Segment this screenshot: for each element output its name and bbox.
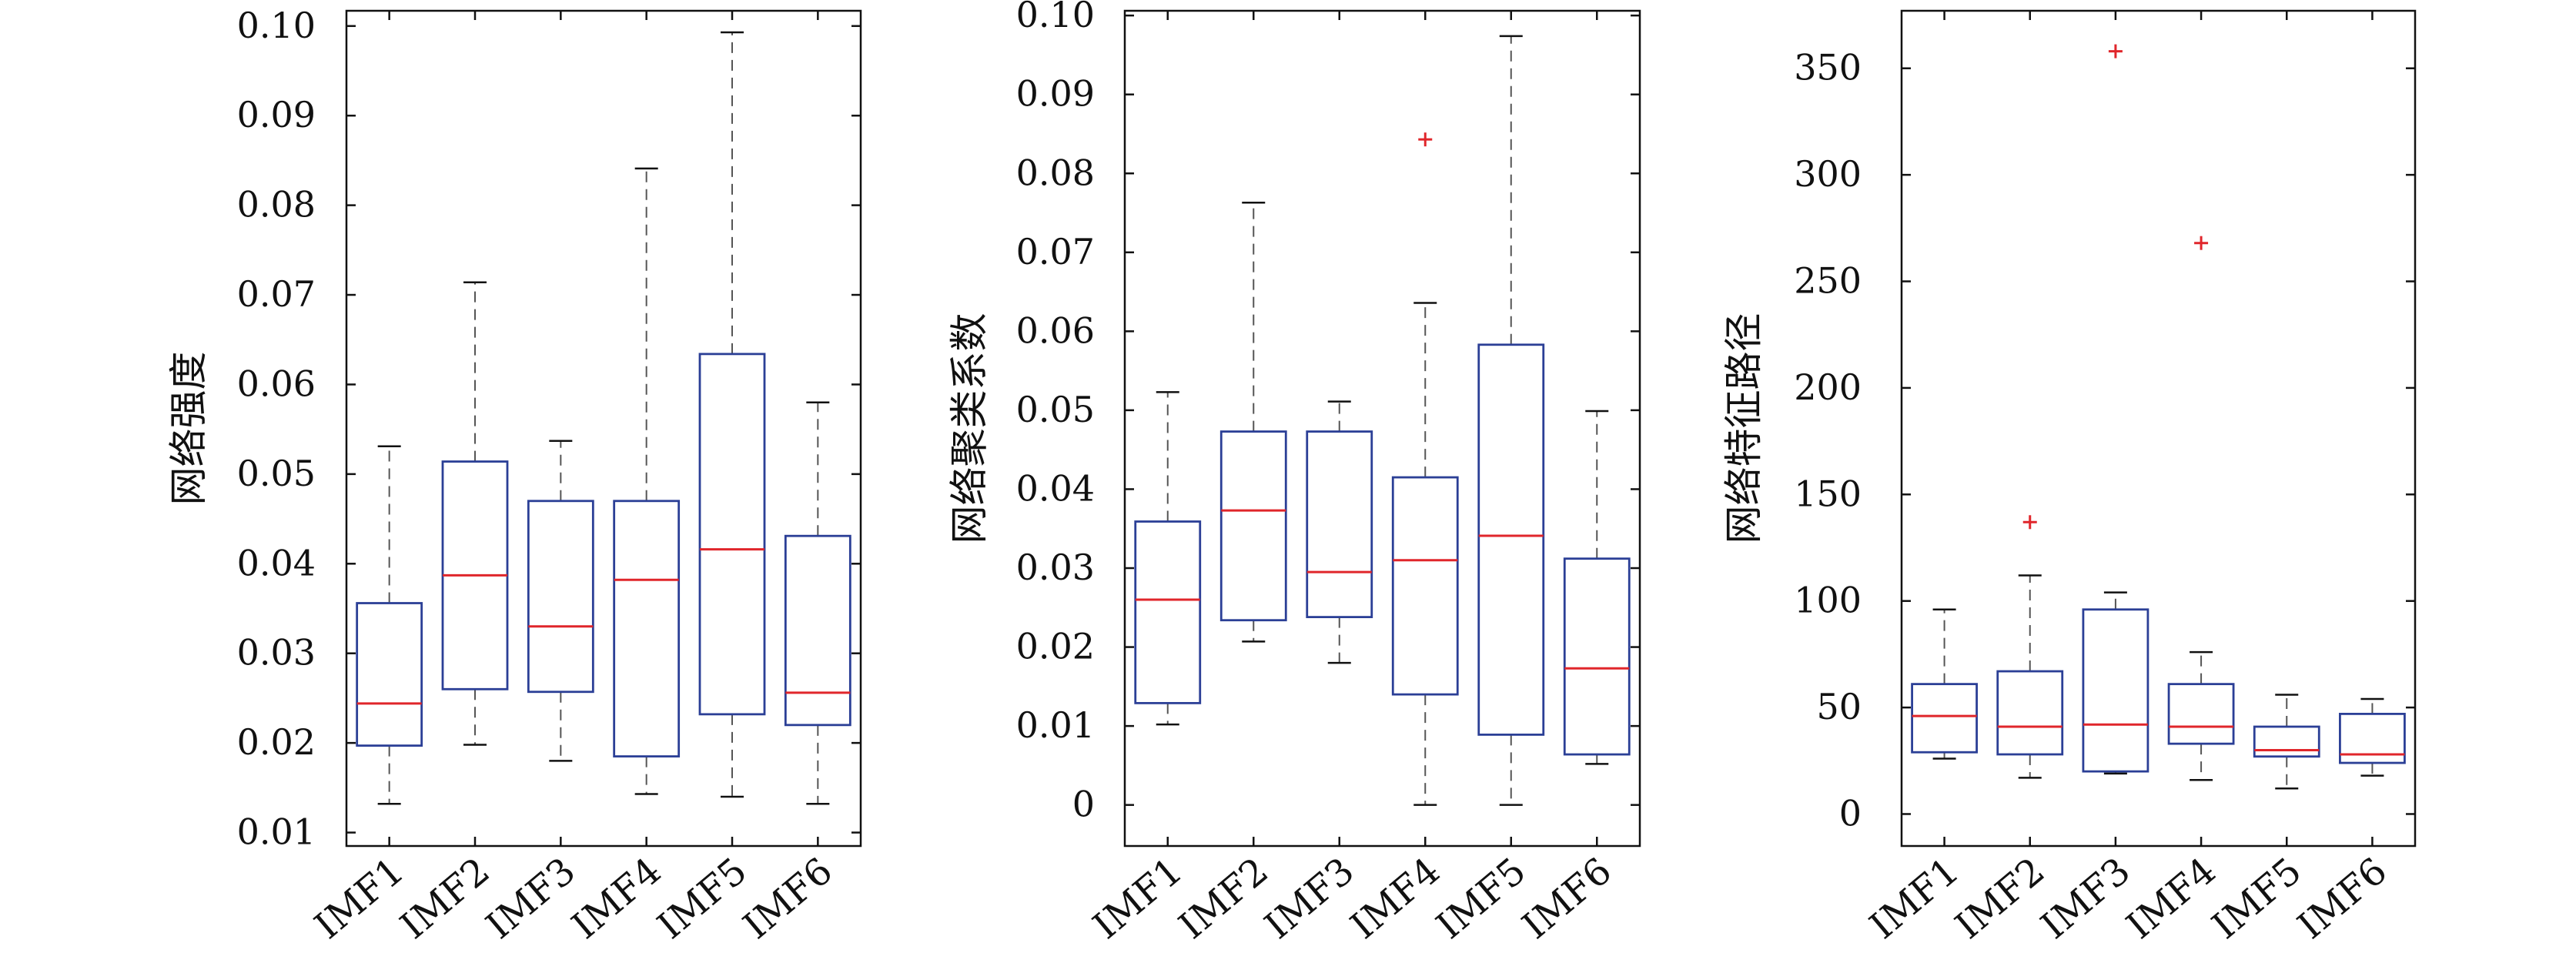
x-category-label: IMF3 (478, 849, 584, 948)
x-category-label: IMF2 (1947, 849, 2052, 948)
x-category-label: IMF3 (1256, 849, 1362, 948)
y-tick-label: 0.06 (1016, 309, 1095, 351)
y-tick-label: 0.01 (1016, 704, 1095, 746)
iqr-box (784, 534, 851, 727)
iqr-box (356, 602, 423, 747)
y-axis-title: 网络强度 (166, 352, 211, 506)
x-category-label: IMF5 (650, 849, 755, 948)
x-category-label: IMF6 (1514, 849, 1620, 948)
y-tick-label: 0 (1072, 784, 1095, 825)
y-axis-title: 网络聚类系数 (947, 313, 992, 544)
y-tick-label: 0.02 (237, 721, 316, 763)
box-imf2: IMF2 (393, 11, 509, 948)
box-imf4: IMF4 (2119, 11, 2235, 948)
y-tick-label: 50 (1816, 686, 1862, 727)
plot-frame (1123, 9, 1641, 848)
iqr-box (1477, 343, 1545, 736)
y-tick-label: 150 (1794, 473, 1862, 514)
x-category-label: IMF4 (564, 849, 669, 948)
plot-frame (1900, 9, 2417, 848)
box-imf4: IMF4 (1343, 11, 1459, 948)
iqr-box (1306, 430, 1373, 618)
y-axis-title: 网络特征路径 (1721, 313, 1766, 544)
iqr-box (613, 500, 681, 757)
x-category-label: IMF5 (1428, 849, 1534, 948)
chart-panel-1: 0.01 0.02 0.03 0.04 0.05 0.06 0.07 0.08 0.09 0.10… (166, 5, 862, 948)
box-imf5: IMF5 (1428, 11, 1545, 948)
iqr-box (1996, 670, 2064, 756)
plot-frame (345, 9, 862, 848)
x-category-label: IMF1 (306, 849, 412, 948)
x-category-label: IMF4 (2119, 849, 2224, 948)
y-tick-label: 0 (1839, 792, 1862, 834)
x-category-label: IMF2 (393, 849, 498, 948)
box-imf3: IMF3 (2033, 11, 2149, 948)
y-tick-label: 0.03 (237, 632, 316, 674)
x-category-label: IMF5 (2204, 849, 2310, 948)
y-tick-label: 0.01 (237, 811, 316, 853)
x-category-label: IMF6 (2290, 849, 2395, 948)
chart-panel-3: 050100150200250300350网络特征路径IMF1IMF2IMF3I… (1721, 9, 2417, 948)
outlier-marker (2194, 236, 2209, 250)
box-imf3: IMF3 (1256, 11, 1373, 948)
y-tick-label: 0.08 (1016, 152, 1095, 193)
box-imf2: IMF2 (1171, 11, 1287, 948)
y-tick-label: 200 (1794, 366, 1862, 408)
iqr-box (698, 353, 766, 716)
y-tick-label: 0.05 (237, 453, 316, 494)
y-tick-label: 0.10 (1016, 0, 1095, 35)
y-tick-label: 300 (1794, 153, 1862, 195)
y-tick-label: 0.09 (1016, 73, 1095, 115)
iqr-box (1219, 430, 1287, 622)
y-tick-label: 0.04 (237, 542, 316, 583)
iqr-box (1391, 476, 1459, 696)
y-tick-label: 0.10 (237, 5, 316, 46)
y-tick-label: 0.09 (237, 94, 316, 135)
y-tick-label: 350 (1794, 47, 1862, 89)
box-imf1: IMF1 (1085, 11, 1202, 948)
y-tick-label: 100 (1794, 580, 1862, 621)
outlier-marker (1418, 132, 1433, 147)
outlier-marker (2022, 515, 2037, 530)
box-imf1: IMF1 (306, 11, 423, 948)
x-category-label: IMF1 (1862, 849, 1967, 948)
iqr-box (2167, 683, 2235, 745)
y-tick-label: 0.06 (237, 363, 316, 404)
x-category-label: IMF6 (735, 849, 841, 948)
box-imf5: IMF5 (2204, 11, 2320, 948)
x-category-label: IMF2 (1171, 849, 1276, 948)
x-category-label: IMF4 (1343, 849, 1448, 948)
chart-panel-2: 0 0.01 0.02 0.03 0.04 0.05 0.06 0.07 0.08 0.09 0.1… (947, 0, 1641, 948)
box-imf2: IMF2 (1947, 11, 2064, 948)
y-tick-label: 0.02 (1016, 626, 1095, 667)
x-category-label: IMF3 (2033, 849, 2139, 948)
iqr-box (2253, 725, 2320, 758)
x-category-label: IMF1 (1085, 849, 1190, 948)
y-tick-label: 0.07 (1016, 231, 1095, 273)
box-imf4: IMF4 (564, 11, 681, 948)
iqr-box (1134, 520, 1202, 704)
iqr-box (527, 500, 594, 694)
box-imf5: IMF5 (650, 11, 766, 948)
y-tick-label: 0.04 (1016, 467, 1095, 509)
box-imf6: IMF6 (735, 11, 851, 948)
iqr-box (1911, 683, 1978, 754)
outlier-marker (2108, 44, 2123, 59)
box-imf1: IMF1 (1862, 11, 1978, 948)
y-tick-label: 0.03 (1016, 547, 1095, 588)
box-imf6: IMF6 (1514, 11, 1631, 948)
iqr-box (2082, 608, 2149, 773)
iqr-box (2339, 712, 2406, 764)
y-tick-label: 0.08 (237, 184, 316, 226)
y-tick-label: 250 (1794, 260, 1862, 302)
box-imf3: IMF3 (478, 11, 594, 948)
y-tick-label: 0.05 (1016, 389, 1095, 430)
box-imf6: IMF6 (2290, 11, 2406, 948)
iqr-box (1563, 557, 1631, 756)
y-tick-label: 0.07 (237, 273, 316, 315)
